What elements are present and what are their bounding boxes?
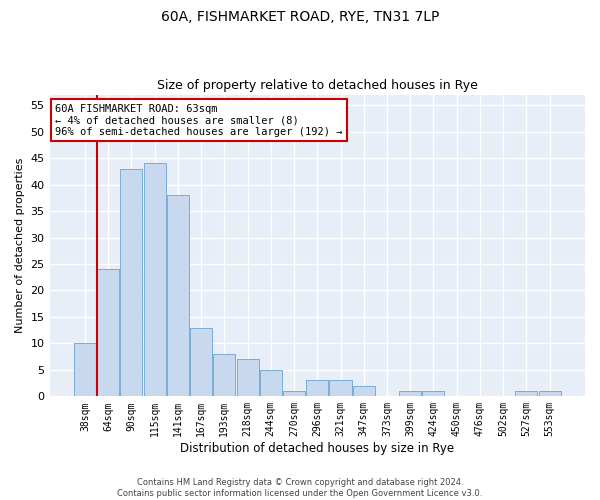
Bar <box>190 328 212 396</box>
Text: Contains HM Land Registry data © Crown copyright and database right 2024.
Contai: Contains HM Land Registry data © Crown c… <box>118 478 482 498</box>
Bar <box>260 370 282 396</box>
Bar <box>399 391 421 396</box>
Y-axis label: Number of detached properties: Number of detached properties <box>15 158 25 333</box>
Bar <box>97 270 119 396</box>
Bar <box>167 195 189 396</box>
Bar <box>422 391 445 396</box>
Bar <box>539 391 560 396</box>
Bar <box>236 360 259 397</box>
Bar <box>283 391 305 396</box>
Bar <box>121 168 142 396</box>
Text: 60A, FISHMARKET ROAD, RYE, TN31 7LP: 60A, FISHMARKET ROAD, RYE, TN31 7LP <box>161 10 439 24</box>
Bar <box>515 391 538 396</box>
Bar <box>353 386 375 396</box>
Bar <box>213 354 235 397</box>
X-axis label: Distribution of detached houses by size in Rye: Distribution of detached houses by size … <box>180 442 454 455</box>
Title: Size of property relative to detached houses in Rye: Size of property relative to detached ho… <box>157 79 478 92</box>
Bar <box>143 164 166 396</box>
Bar <box>74 344 96 396</box>
Bar <box>329 380 352 396</box>
Text: 60A FISHMARKET ROAD: 63sqm
← 4% of detached houses are smaller (8)
96% of semi-d: 60A FISHMARKET ROAD: 63sqm ← 4% of detac… <box>55 104 343 137</box>
Bar <box>306 380 328 396</box>
